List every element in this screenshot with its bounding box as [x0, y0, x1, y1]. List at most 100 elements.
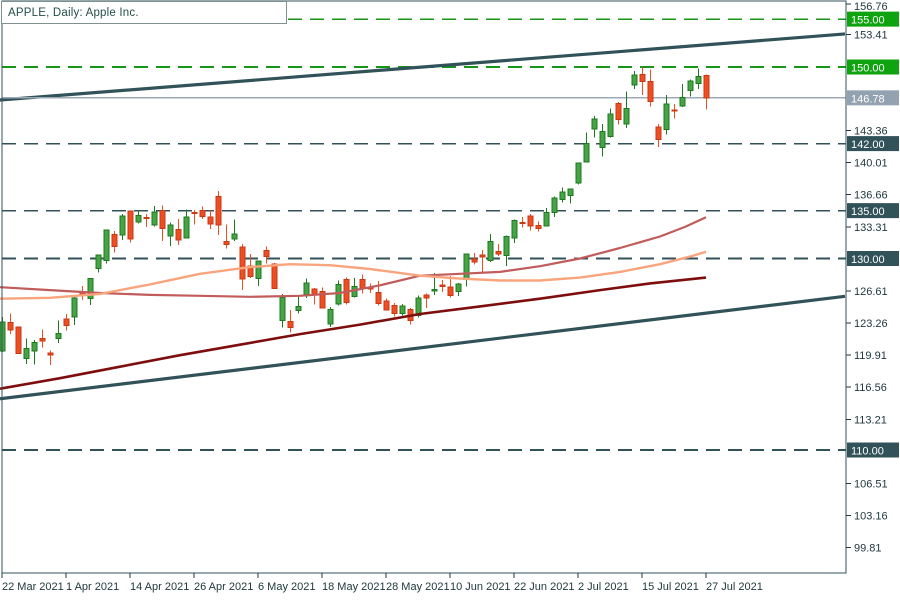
date-tick-label: 22 Jun 2021 [514, 581, 575, 593]
price-tick-label: 99.81 [854, 543, 882, 555]
candle-body [695, 76, 702, 85]
candle-body [327, 308, 334, 325]
candle-29-Mar [39, 329, 46, 348]
price-level-135.00-label: 135.00 [851, 206, 885, 218]
ma-line-ma-fast-crimson[interactable] [0, 216, 707, 298]
date-tick-label: 10 Jun 2021 [450, 581, 511, 593]
candle-8-Jul [599, 123, 606, 157]
candle-9-Jul [607, 108, 614, 138]
candle-10-May [271, 262, 278, 290]
candle-9-Jun [439, 280, 446, 292]
date-tick-label: 28 May 2021 [386, 581, 450, 593]
candle-6-Jul [583, 132, 590, 163]
price-level-155.00-label: 155.00 [851, 15, 885, 27]
candle-body [287, 321, 294, 329]
candle-body [279, 297, 286, 322]
candle-body [591, 118, 598, 130]
candle-body [223, 240, 230, 246]
candle-body [495, 251, 502, 255]
date-tick-label: 6 May 2021 [258, 581, 315, 593]
candle-body [511, 219, 518, 239]
candle-26-Mar [31, 340, 38, 365]
ma-line-ma-slow-maroon[interactable] [0, 276, 707, 390]
candle-body [575, 162, 582, 184]
candle-7-Jun [423, 293, 430, 309]
price-level-130.00-box [847, 251, 899, 266]
candle-26-Apr [191, 210, 198, 225]
candle-1-Jul [567, 188, 574, 204]
price-tick-label: 143.36 [854, 126, 888, 138]
price-tick-label: 136.66 [854, 190, 888, 202]
candle-body [607, 113, 614, 137]
candle-body [263, 249, 270, 257]
candle-21-Apr [167, 222, 174, 247]
candle-28-Jun [543, 208, 550, 227]
candle-body [255, 260, 262, 280]
candle-27-Apr [199, 206, 206, 220]
candle-body [151, 211, 158, 226]
candle-16-Apr [143, 213, 150, 228]
price-level-110.00-label: 110.00 [851, 446, 884, 458]
date-tick-label: 1 Apr 2021 [66, 581, 119, 593]
candle-12-May [287, 309, 294, 333]
trend-channel-lower[interactable] [0, 294, 846, 401]
candle-25-Jun [535, 221, 542, 232]
candle-1-Jun [391, 303, 398, 317]
candle-25-Mar [23, 338, 30, 364]
candle-24-May [351, 278, 358, 298]
date-tick-label: 18 May 2021 [322, 581, 386, 593]
candle-15-Jul [639, 67, 646, 95]
trend-channel-upper[interactable] [0, 32, 846, 102]
candle-21-Jul [671, 104, 678, 119]
candle-23-Mar [7, 313, 14, 334]
price-tick-label: 103.16 [854, 510, 888, 522]
candle-body [167, 224, 174, 237]
candle-body [527, 215, 534, 227]
candle-body [31, 342, 38, 352]
candle-23-Jul [687, 79, 694, 97]
candle-11-Jun [455, 283, 462, 296]
candle-body [183, 216, 190, 239]
candle-7-May [263, 246, 270, 264]
candle-9-Apr [103, 229, 110, 264]
candle-body [39, 337, 46, 342]
candle-8-Apr [95, 254, 102, 273]
candle-31-Mar [55, 320, 62, 344]
candle-body [319, 290, 326, 309]
candle-body [559, 191, 566, 200]
candle-19-Apr [151, 206, 158, 227]
candlestick-series [0, 67, 710, 366]
candle-25-May [359, 274, 366, 294]
current-price-box [847, 90, 899, 106]
candle-15-Jun [471, 252, 478, 265]
time-axis[interactable] [0, 574, 900, 600]
candle-24-Mar [15, 326, 22, 354]
candle-body [111, 233, 118, 248]
price-level-135.00-box [847, 203, 899, 219]
candle-body [647, 81, 654, 103]
ma-line-ma-mid-salmon[interactable] [0, 250, 707, 300]
candle-29-Apr [215, 190, 222, 236]
candle-14-Apr [127, 210, 134, 243]
date-tick-label: 14 Apr 2021 [130, 581, 189, 593]
candle-body [87, 278, 94, 299]
candle-body [703, 74, 710, 99]
candle-14-Jul [631, 71, 638, 90]
price-tick-label: 156.76 [854, 1, 888, 13]
candle-6-May [255, 260, 262, 286]
candle-body [95, 254, 102, 270]
candle-13-Jul [623, 91, 630, 128]
price-tick-label: 126.61 [854, 286, 888, 298]
candle-body [207, 216, 214, 225]
candle-body [655, 126, 662, 140]
candle-body [487, 240, 494, 261]
candle-body [143, 216, 150, 220]
candle-body [375, 292, 382, 305]
candle-body [567, 188, 574, 196]
price-tick-label: 153.41 [854, 29, 888, 41]
candle-22-Apr [175, 218, 182, 245]
candle-body [63, 318, 70, 327]
candle-20-Apr [159, 205, 166, 242]
candle-body [119, 215, 126, 236]
